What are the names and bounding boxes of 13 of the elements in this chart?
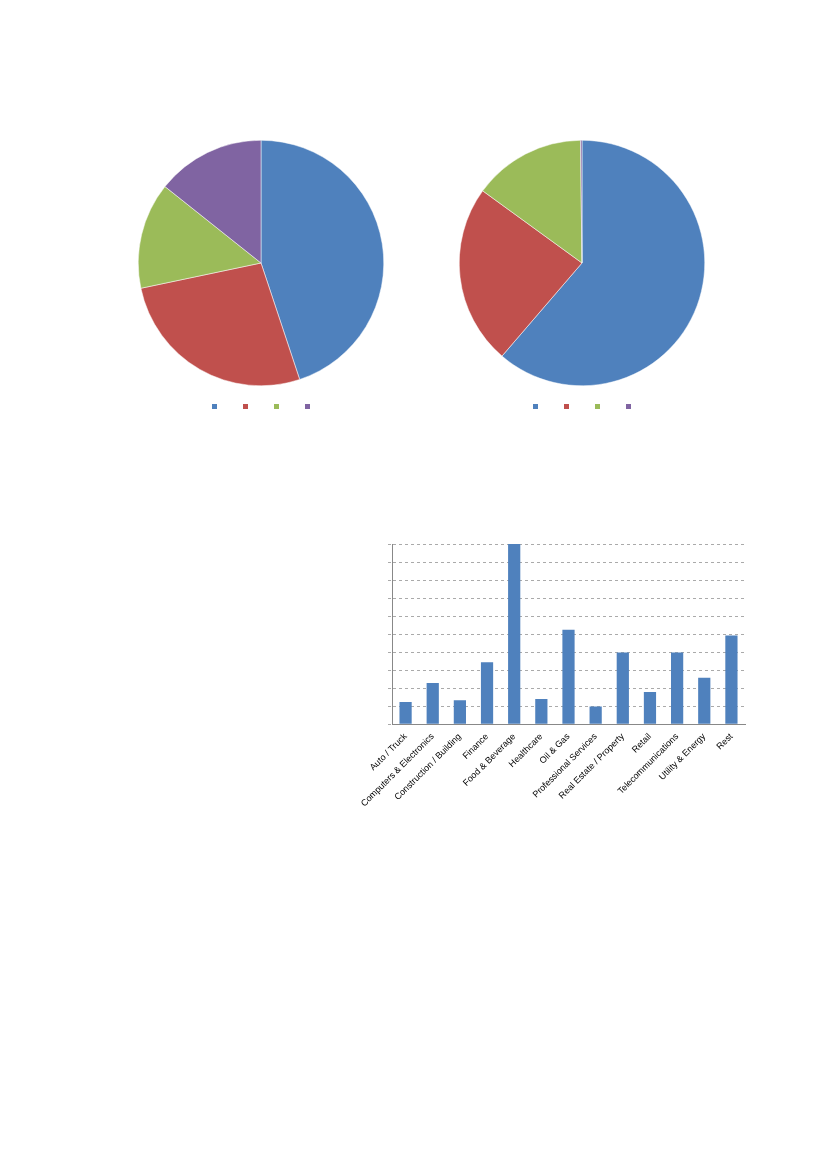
bar bbox=[725, 635, 738, 724]
bar bbox=[643, 692, 657, 724]
bar bbox=[426, 683, 439, 724]
bar bbox=[671, 652, 684, 724]
bar bbox=[399, 701, 412, 724]
bar bbox=[616, 652, 629, 724]
bar bbox=[562, 629, 575, 724]
bar bbox=[508, 544, 521, 724]
bar bbox=[480, 662, 494, 724]
bar bbox=[589, 706, 602, 724]
bar bbox=[698, 677, 711, 724]
bar bbox=[535, 699, 548, 724]
bar bbox=[453, 700, 466, 724]
